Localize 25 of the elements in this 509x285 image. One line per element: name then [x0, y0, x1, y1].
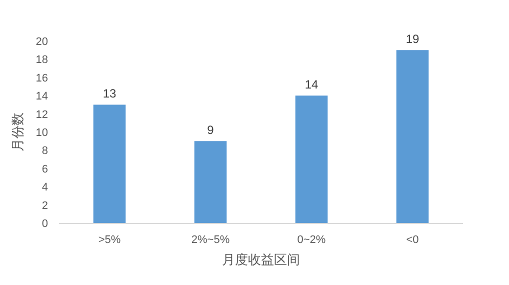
data-label: 14 — [304, 78, 318, 92]
bar — [396, 50, 429, 223]
y-tick-label: 4 — [42, 182, 48, 194]
y-tick-label: 2 — [42, 200, 48, 212]
data-label: 19 — [406, 32, 420, 46]
y-tick-label: 0 — [42, 218, 48, 230]
y-tick-label: 14 — [36, 90, 48, 103]
x-tick-label: 0~2% — [297, 234, 326, 246]
bar — [93, 104, 126, 223]
x-tick-label: 2%~5% — [191, 234, 230, 246]
y-tick-label: 6 — [42, 163, 48, 176]
data-label: 9 — [207, 123, 214, 138]
bar — [295, 96, 328, 223]
y-tick-label: 8 — [42, 145, 48, 158]
y-axis-title: 月份数 — [10, 112, 25, 152]
data-label: 13 — [102, 86, 116, 101]
y-tick-label: 10 — [36, 127, 48, 139]
y-tick-label: 16 — [36, 72, 48, 84]
y-tick-label: 20 — [36, 36, 48, 48]
y-tick-label: 18 — [36, 54, 48, 66]
x-axis-title: 月度收益区间 — [222, 252, 300, 267]
x-tick-label: >5% — [98, 234, 121, 246]
y-tick-label: 12 — [36, 108, 48, 121]
x-tick-label: <0 — [406, 234, 419, 246]
bar — [194, 141, 227, 223]
